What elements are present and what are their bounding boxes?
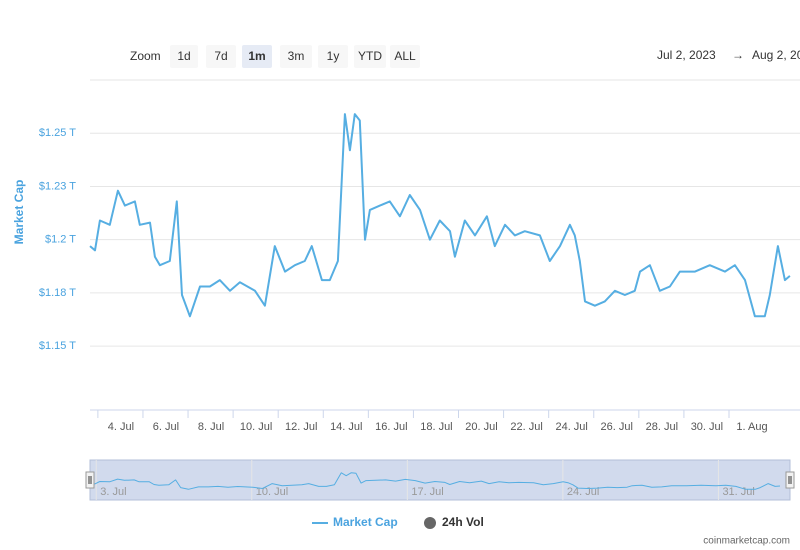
y-tick-label: $1.15 T [39,340,76,352]
navigator-handle[interactable] [785,471,795,489]
y-tick-label: $1.23 T [39,180,76,192]
navigator-tick-label: 10. Jul [256,486,288,498]
zoom-button[interactable]: 3m [280,45,312,68]
zoom-button-label[interactable]: ALL [394,49,416,63]
x-tick-label: 14. Jul [330,421,362,433]
x-tick-label: 10. Jul [240,421,272,433]
x-tick-label: 20. Jul [465,421,497,433]
x-tick-label: 28. Jul [646,421,678,433]
zoom-button-bg[interactable] [242,45,272,68]
legend-label[interactable]: Market Cap [333,515,398,529]
legend-item[interactable]: Market Cap [312,515,398,529]
zoom-button-bg[interactable] [280,45,312,68]
x-tick-label: 1. Aug [736,421,767,433]
market-cap-line [89,113,791,318]
navigator-line [89,472,781,490]
x-tick-label: 24. Jul [555,421,587,433]
date-arrow: → [732,48,744,62]
x-tick-label: 18. Jul [420,421,452,433]
y-tick-label: $1.2 T [45,234,76,246]
x-tick-label: 30. Jul [691,421,723,433]
x-tick-label: 6. Jul [153,421,179,433]
y-tick-label: $1.18 T [39,287,76,299]
navigator-tick-label: 17. Jul [411,486,443,498]
zoom-button-bg[interactable] [170,45,198,68]
x-tick-label: 22. Jul [510,421,542,433]
zoom-button[interactable]: ALL [390,45,420,68]
legend-label[interactable]: 24h Vol [442,515,484,529]
legend-symbol [424,517,436,529]
date-from[interactable]: Jul 2, 2023 [657,48,716,62]
zoom-button-bg[interactable] [206,45,236,68]
credit[interactable]: coinmarketcap.com [703,536,790,547]
zoom-button-bg[interactable] [354,45,386,68]
x-tick-label: 26. Jul [601,421,633,433]
zoom-button-label[interactable]: 7d [214,49,227,63]
x-tick-label: 12. Jul [285,421,317,433]
zoom-button-label[interactable]: 1y [327,49,340,63]
x-tick-label: 4. Jul [108,421,134,433]
date-to[interactable]: Aug 2, 2023 [752,48,800,62]
zoom-button[interactable]: 1y [318,45,348,68]
x-tick-label: 16. Jul [375,421,407,433]
navigator-tick-label: 24. Jul [567,486,599,498]
y-tick-label: $1.25 T [39,127,76,139]
zoom-button-label[interactable]: 3m [288,49,305,63]
zoom-button-bg[interactable] [390,45,420,68]
zoom-button-label[interactable]: 1d [177,49,190,63]
x-tick-label: 8. Jul [198,421,224,433]
legend-item[interactable]: 24h Vol [424,515,484,529]
zoom-label: Zoom [130,49,161,63]
zoom-button[interactable]: 7d [206,45,236,68]
zoom-button-label[interactable]: YTD [358,49,382,63]
zoom-button[interactable]: 1d [170,45,198,68]
y-axis-label: Market Cap [12,180,26,245]
zoom-button-label[interactable]: 1m [248,49,265,63]
navigator-handle[interactable] [85,471,95,489]
navigator-bg [89,459,791,501]
zoom-button[interactable]: 1m [242,45,272,68]
zoom-button[interactable]: YTD [354,45,386,68]
navigator-tick-label: 3. Jul [100,486,126,498]
zoom-button-bg[interactable] [318,45,348,68]
